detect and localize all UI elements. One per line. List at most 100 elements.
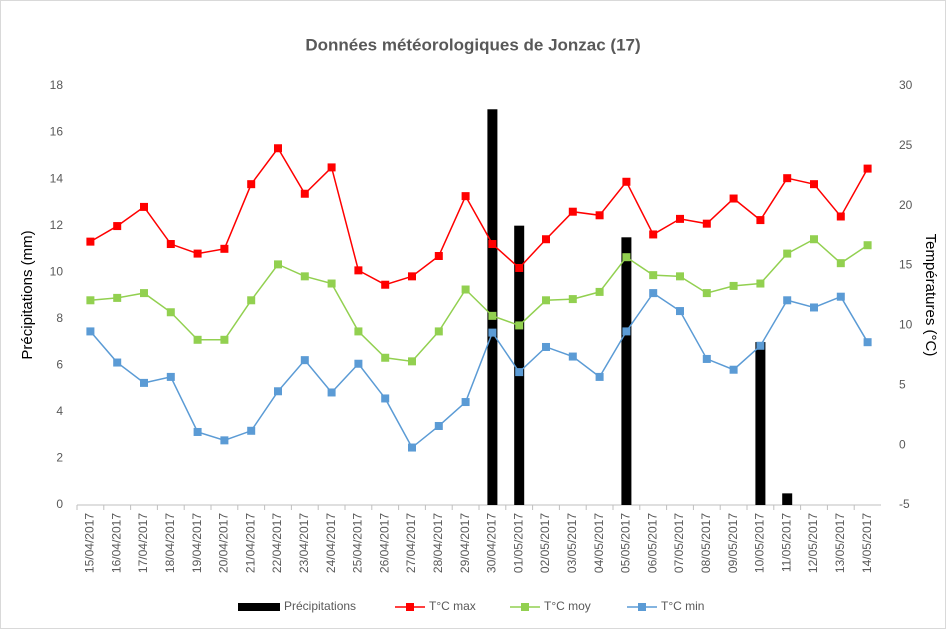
point <box>193 427 202 436</box>
x-tick-label: 12/05/2017 <box>806 513 820 573</box>
line <box>90 238 869 363</box>
y-tick-label: 18 <box>50 78 64 92</box>
point <box>113 222 122 231</box>
bar <box>782 493 793 505</box>
x-tick-label: 26/04/2017 <box>377 513 391 573</box>
point <box>247 426 256 435</box>
point <box>461 192 470 201</box>
x-tick-label: 03/05/2017 <box>565 513 579 573</box>
x-tick-label: 30/04/2017 <box>485 513 499 573</box>
x-tick-label: 22/04/2017 <box>270 513 284 573</box>
point <box>461 398 470 407</box>
point <box>863 241 872 250</box>
point <box>756 216 765 225</box>
bar <box>487 109 498 506</box>
x-tick-label: 24/04/2017 <box>324 513 338 573</box>
point <box>810 303 818 312</box>
point <box>86 327 95 336</box>
x-tick-label: 23/04/2017 <box>297 513 311 573</box>
point <box>434 251 443 260</box>
point <box>300 189 309 198</box>
y-tick-label: 16 <box>50 125 64 139</box>
point <box>702 289 711 298</box>
point <box>247 296 256 305</box>
point <box>488 311 497 320</box>
legend-swatch <box>521 603 529 611</box>
point <box>193 249 202 258</box>
legend-swatch <box>238 603 280 611</box>
y-tick-label: 12 <box>50 218 64 232</box>
point <box>649 230 658 239</box>
point <box>702 219 711 228</box>
point <box>863 164 872 173</box>
point <box>595 287 604 296</box>
x-tick-label: 25/04/2017 <box>351 513 365 573</box>
point <box>354 266 363 275</box>
point <box>327 163 336 172</box>
bar <box>514 225 525 505</box>
x-tick-label: 05/05/2017 <box>619 513 633 573</box>
line <box>90 146 869 286</box>
point <box>140 202 148 211</box>
point <box>113 293 122 302</box>
x-tick-label: 16/04/2017 <box>109 513 123 573</box>
point <box>568 207 577 216</box>
point <box>488 328 497 337</box>
bar <box>621 237 632 506</box>
y2-tick-label: 30 <box>899 78 913 92</box>
point <box>836 292 845 301</box>
x-tick-label: 09/05/2017 <box>726 513 740 573</box>
point <box>327 388 336 397</box>
point <box>434 327 443 336</box>
legend-swatch <box>406 603 414 611</box>
x-tick-label: 08/05/2017 <box>699 513 713 573</box>
point <box>568 295 577 304</box>
point <box>86 237 95 246</box>
point <box>434 421 443 430</box>
point <box>381 353 390 362</box>
point <box>810 180 818 189</box>
point <box>783 296 792 305</box>
point <box>140 378 148 387</box>
point <box>568 352 577 361</box>
point <box>327 279 336 288</box>
x-tick-label: 21/04/2017 <box>243 513 257 573</box>
point <box>193 335 202 344</box>
x-tick-label: 20/04/2017 <box>217 513 231 573</box>
point <box>676 214 684 223</box>
point <box>863 338 872 347</box>
bar <box>755 342 766 505</box>
point <box>408 272 416 281</box>
point <box>354 359 363 368</box>
point <box>622 327 631 336</box>
point <box>166 372 175 381</box>
point <box>381 280 390 289</box>
point <box>113 358 122 367</box>
point <box>649 289 658 298</box>
x-tick-label: 04/05/2017 <box>592 513 606 573</box>
point <box>166 308 175 317</box>
point <box>729 194 738 203</box>
point <box>756 341 765 350</box>
y-axis-title: Précipitations (mm) <box>19 230 36 359</box>
point <box>515 263 524 272</box>
point <box>542 296 550 305</box>
x-tick-label: 10/05/2017 <box>753 513 767 573</box>
point <box>729 281 738 290</box>
point <box>676 307 684 316</box>
point <box>729 365 738 374</box>
x-tick-label: 28/04/2017 <box>431 513 445 573</box>
y2-tick-label: -5 <box>899 497 910 511</box>
x-tick-label: 06/05/2017 <box>645 513 659 573</box>
y-tick-label: 14 <box>50 171 64 185</box>
x-tick-label: 01/05/2017 <box>511 513 525 573</box>
point <box>702 354 711 363</box>
legend-swatch <box>638 603 646 611</box>
point <box>274 144 282 153</box>
x-tick-label: 15/04/2017 <box>83 513 97 573</box>
point <box>381 394 390 403</box>
y2-tick-label: 20 <box>899 198 913 212</box>
point <box>595 211 604 220</box>
